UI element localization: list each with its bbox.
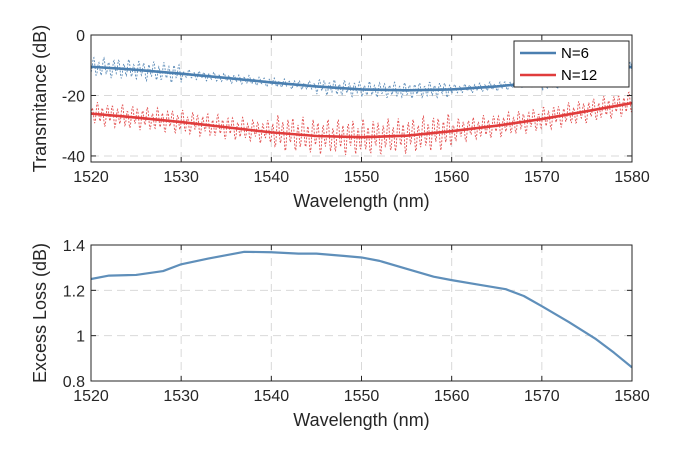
excess-loss-panel: 1520 1530 1540 1550 1560 1570 1580 1.4 1.2 1 0.8 W… (30, 238, 650, 430)
transmitance-y-tick-label: -20 (62, 88, 85, 105)
legend-label-n6: N=6 (561, 45, 589, 62)
excess-loss-y-axis-label: Excess Loss (dB) (30, 243, 50, 383)
transmitance-x-tick-label: 1520 (73, 169, 109, 186)
excess-loss-y-tick-label: 1.4 (63, 238, 85, 255)
excess-loss-x-tick-label: 1540 (254, 388, 290, 405)
transmitance-x-tick-label: 1560 (434, 169, 470, 186)
legend: N=6 N=12 (513, 40, 630, 88)
transmitance-x-tick-label: 1580 (614, 169, 650, 186)
legend-label-n12: N=12 (561, 67, 597, 84)
excess-loss-series (91, 250, 632, 369)
transmitance-y-tick-label: -40 (62, 149, 85, 166)
transmitance-panel: 1520 1530 1540 1550 1560 1570 1580 0 -20 -40 Wave… (30, 25, 650, 211)
excess-loss-x-tick-label: 1580 (614, 388, 650, 405)
excess-loss-y-tick-label: 0.8 (63, 374, 85, 391)
excess-loss-x-tick-label: 1550 (344, 388, 380, 405)
transmitance-y-tick-label: 0 (76, 28, 85, 45)
transmitance-y-axis-label: Transmitance (dB) (30, 25, 50, 172)
excess-loss-x-tick-label: 1520 (73, 388, 109, 405)
excess-loss-x-tick-label: 1530 (163, 388, 199, 405)
excess-loss-x-tick-label: 1560 (434, 388, 470, 405)
transmitance-x-axis-label: Wavelength (nm) (293, 191, 429, 211)
series-n12-line (91, 101, 632, 139)
excess-loss-x-tick-label: 1570 (524, 388, 560, 405)
excess-loss-y-tick-label: 1.2 (63, 283, 85, 300)
transmitance-x-tick-label: 1550 (344, 169, 380, 186)
transmitance-ticks: 1520 1530 1540 1550 1560 1570 1580 0 -20 -40 (62, 28, 650, 186)
excess-loss-ticks: 1520 1530 1540 1550 1560 1570 1580 1.4 1.2 1 0.8 (63, 238, 650, 405)
excess-loss-x-axis-label: Wavelength (nm) (293, 410, 429, 430)
transmitance-x-tick-label: 1570 (524, 169, 560, 186)
legend-box (513, 40, 630, 88)
transmitance-x-tick-label: 1530 (163, 169, 199, 186)
excess-loss-y-tick-label: 1 (76, 329, 85, 346)
transmitance-x-tick-label: 1540 (254, 169, 290, 186)
excess-loss-grid (91, 245, 632, 381)
series-excess-loss-line (91, 250, 632, 369)
